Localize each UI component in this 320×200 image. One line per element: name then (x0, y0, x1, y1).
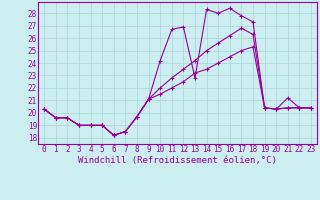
X-axis label: Windchill (Refroidissement éolien,°C): Windchill (Refroidissement éolien,°C) (78, 156, 277, 165)
